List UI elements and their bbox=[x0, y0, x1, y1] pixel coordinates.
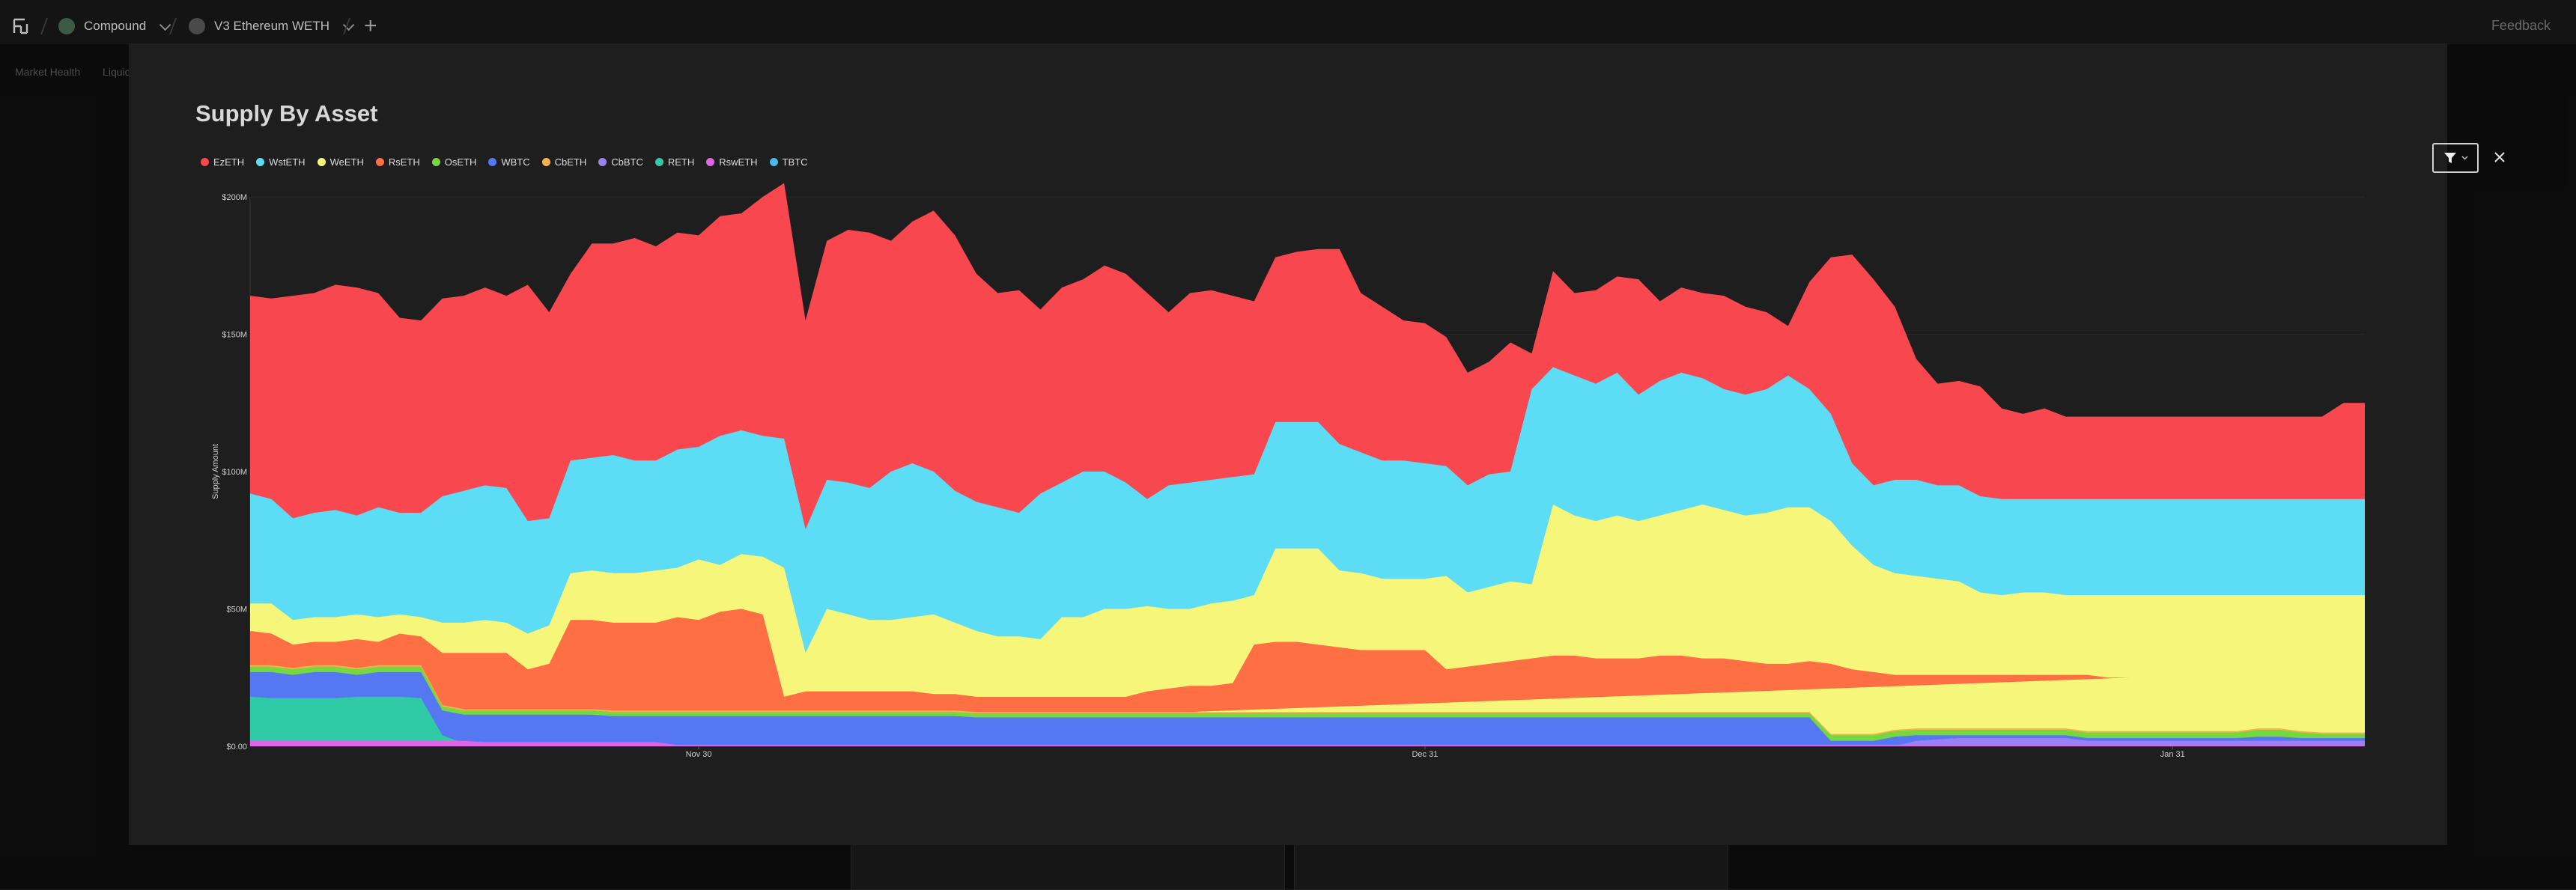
chevron-down-icon bbox=[2461, 156, 2468, 160]
legend-item-cbeth[interactable]: CbETH bbox=[541, 156, 587, 168]
breadcrumb-separator bbox=[168, 18, 177, 34]
y-tick-label: $0.00 bbox=[226, 743, 247, 752]
legend-label: OsETH bbox=[444, 156, 477, 168]
legend-item-reth[interactable]: RETH bbox=[654, 156, 695, 168]
legend-swatch bbox=[654, 158, 663, 166]
background-chart-card bbox=[1294, 844, 1728, 890]
legend-item-ezeth[interactable]: EzETH bbox=[201, 156, 244, 168]
y-axis-label: Supply Amount bbox=[211, 444, 220, 499]
app-logo-icon[interactable] bbox=[12, 16, 30, 36]
breadcrumb-separator bbox=[40, 18, 49, 34]
legend-label: TBTC bbox=[782, 156, 808, 168]
close-button[interactable] bbox=[2488, 145, 2512, 169]
sub-navigation: Market Health Liquida bbox=[15, 66, 156, 78]
legend-swatch bbox=[256, 158, 265, 166]
y-tick-label: $100M bbox=[222, 468, 247, 477]
legend-swatch bbox=[201, 158, 209, 166]
y-tick-label: $50M bbox=[226, 606, 247, 615]
legend-swatch bbox=[769, 158, 778, 166]
legend-item-rseth[interactable]: RsETH bbox=[375, 156, 420, 168]
area-series-wbtc[interactable] bbox=[250, 671, 2365, 746]
legend-swatch bbox=[375, 158, 384, 166]
y-tick-label: $200M bbox=[222, 193, 247, 202]
legend-swatch bbox=[488, 158, 497, 166]
breadcrumb-protocol-label: Compound bbox=[84, 19, 147, 33]
legend-label: RsETH bbox=[388, 156, 420, 168]
chart-legend: EzETH WstETH WeETH RsETH OsETH WBTC CbETH CbBTC… bbox=[201, 156, 808, 168]
legend-swatch bbox=[598, 158, 607, 166]
subnav-item-market-health[interactable]: Market Health bbox=[15, 66, 81, 78]
top-navigation-bar: Compound V3 Ethereum WETH + Feedback bbox=[0, 0, 2576, 44]
legend-item-tbtc[interactable]: TBTC bbox=[769, 156, 808, 168]
legend-item-cbbtc[interactable]: CbBTC bbox=[598, 156, 643, 168]
breadcrumb-market-selector[interactable]: V3 Ethereum WETH bbox=[189, 0, 355, 52]
legend-swatch bbox=[706, 158, 715, 166]
legend-label: WBTC bbox=[501, 156, 530, 168]
ethereum-icon bbox=[189, 18, 205, 34]
legend-label: WstETH bbox=[269, 156, 306, 168]
legend-label: RswETH bbox=[719, 156, 758, 168]
close-icon bbox=[2494, 152, 2505, 162]
feedback-link[interactable]: Feedback bbox=[2491, 18, 2551, 33]
legend-swatch bbox=[317, 158, 326, 166]
x-tick-label: Nov 30 bbox=[686, 750, 712, 759]
legend-item-wbtc[interactable]: WBTC bbox=[488, 156, 530, 168]
supply-by-asset-chart: $0.00 $50M $100M $150M $200M Nov 30 Dec 31 Jan … bbox=[211, 183, 2365, 759]
modal-title: Supply By Asset bbox=[195, 100, 378, 127]
legend-item-wsteth[interactable]: WstETH bbox=[256, 156, 306, 168]
legend-item-weeth[interactable]: WeETH bbox=[317, 156, 364, 168]
x-tick-label: Jan 31 bbox=[2160, 750, 2185, 759]
legend-label: EzETH bbox=[213, 156, 245, 168]
legend-label: WeETH bbox=[329, 156, 364, 168]
y-tick-label: $150M bbox=[222, 331, 247, 340]
area-series-rsweth[interactable] bbox=[250, 740, 2365, 746]
legend-label: RETH bbox=[667, 156, 695, 168]
plus-icon[interactable]: + bbox=[364, 13, 377, 38]
legend-label: CbBTC bbox=[611, 156, 643, 168]
filter-icon bbox=[2443, 153, 2456, 163]
legend-item-rsweth[interactable]: RswETH bbox=[706, 156, 758, 168]
background-chart-card bbox=[851, 844, 1285, 890]
breadcrumb-protocol-selector[interactable]: Compound bbox=[58, 0, 171, 52]
breadcrumb-market-label: V3 Ethereum WETH bbox=[214, 19, 329, 33]
legend-item-oseth[interactable]: OsETH bbox=[431, 156, 477, 168]
chevron-down-icon bbox=[160, 19, 171, 31]
legend-swatch bbox=[541, 158, 550, 166]
legend-label: CbETH bbox=[554, 156, 587, 168]
x-tick-label: Dec 31 bbox=[1412, 750, 1438, 759]
subnav-item-liquidations[interactable]: Liquida bbox=[103, 66, 137, 78]
filter-button[interactable] bbox=[2432, 143, 2479, 173]
legend-swatch bbox=[431, 158, 440, 166]
compound-coin-icon bbox=[58, 18, 75, 34]
